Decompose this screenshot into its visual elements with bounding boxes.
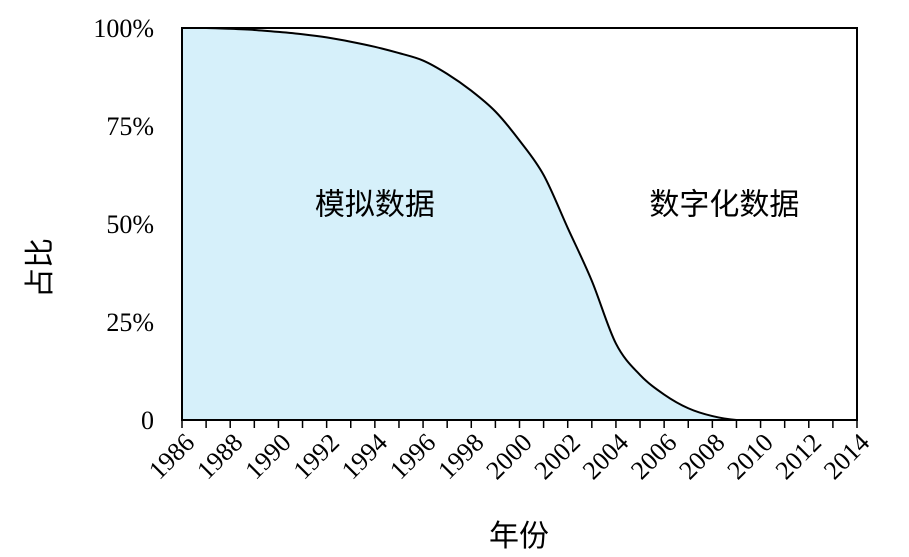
x-tick-label: 2000 — [480, 428, 537, 485]
x-tick-label: 1986 — [143, 428, 200, 485]
x-tick-label: 2002 — [529, 428, 586, 485]
annotations: 模拟数据 数字化数据 — [315, 187, 800, 222]
x-tick-label: 2012 — [770, 428, 827, 485]
y-tick-label: 100% — [93, 14, 154, 43]
x-tick-label: 2004 — [577, 428, 634, 485]
x-tick-label: 2014 — [818, 428, 875, 485]
x-tick-label: 2010 — [722, 428, 779, 485]
y-tick-label: 50% — [106, 210, 154, 239]
x-tick-label: 1998 — [432, 428, 489, 485]
x-tick-label: 1990 — [239, 428, 296, 485]
y-axis-title: 占比 — [23, 238, 58, 298]
region-label: 模拟数据 — [315, 187, 435, 222]
x-axis-title: 年份 — [489, 519, 549, 554]
y-tick-label: 25% — [106, 308, 154, 337]
x-tick-label: 2006 — [625, 428, 682, 485]
y-tick-label: 0 — [141, 406, 154, 435]
plot-area — [181, 27, 858, 422]
x-tick-label: 1996 — [384, 428, 441, 485]
x-tick-label: 1994 — [336, 428, 393, 485]
region-label: 数字化数据 — [649, 187, 799, 222]
x-tick-label: 1988 — [191, 428, 248, 485]
x-tick-label: 1992 — [288, 428, 345, 485]
x-axis: 1986198819901992199419961998200020022004… — [143, 420, 875, 485]
y-tick-label: 75% — [106, 112, 154, 141]
y-axis: 0 25% 50% 75% 100% — [93, 14, 154, 435]
analog-area — [182, 28, 857, 420]
x-tick-label: 2008 — [673, 428, 730, 485]
